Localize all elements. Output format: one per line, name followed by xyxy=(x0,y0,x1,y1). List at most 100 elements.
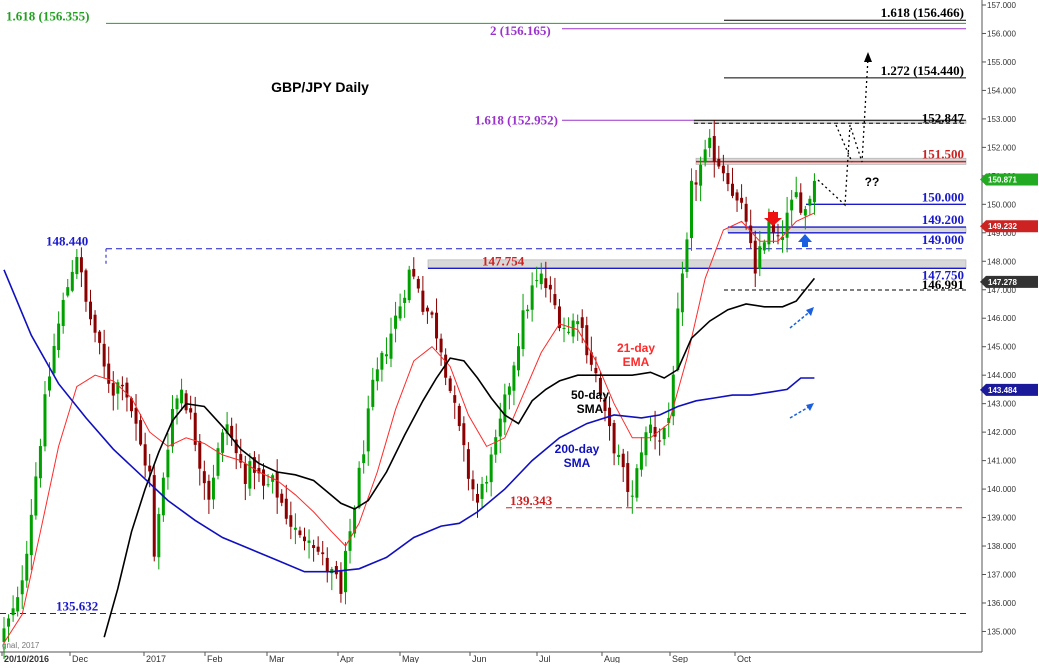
level-146991-label: 146.991 xyxy=(922,277,964,292)
candle-body xyxy=(794,192,798,198)
candle xyxy=(325,547,329,583)
candle xyxy=(184,390,188,414)
candle-body xyxy=(649,424,653,434)
candle-body xyxy=(221,432,225,453)
candle-body xyxy=(348,531,352,551)
candle-body xyxy=(312,545,316,549)
candle xyxy=(639,436,643,477)
candle xyxy=(480,476,484,508)
y-axis: 135.000 136.000 137.000 138.000 139.000 140.0… xyxy=(981,0,1016,652)
candle xyxy=(61,292,65,334)
candle xyxy=(412,257,416,280)
sma50-annotation-line1: 50-day xyxy=(571,388,609,402)
candle xyxy=(38,438,42,488)
candle xyxy=(225,411,229,446)
candle xyxy=(239,438,243,469)
projection-dotted-line xyxy=(817,57,869,207)
candle-body xyxy=(389,333,393,359)
candle xyxy=(389,317,393,368)
candle-body xyxy=(129,398,133,412)
fib-1618-upper-label: 1.618 (156.466) xyxy=(881,5,964,20)
x-tick-label: 20/10/2016 xyxy=(4,654,49,663)
candle xyxy=(293,513,297,545)
candle-body xyxy=(125,382,129,398)
candle-body xyxy=(84,270,88,302)
candlesticks xyxy=(2,120,816,659)
candle xyxy=(457,403,461,432)
candle-body xyxy=(262,469,266,486)
candle xyxy=(252,451,256,490)
y-tick-label: 157.000 xyxy=(987,1,1016,10)
candle xyxy=(34,462,38,520)
y-tick-label: 156.000 xyxy=(987,29,1016,38)
candle xyxy=(726,164,730,192)
candle-body xyxy=(216,448,220,476)
candle-body xyxy=(526,309,530,311)
candle-body xyxy=(489,454,493,483)
candle-body xyxy=(539,273,543,285)
price-tags: 150.871 149.232 147.278 143.484 xyxy=(980,173,1038,396)
candle xyxy=(202,460,206,500)
candle xyxy=(307,529,311,559)
y-tick-label: 144.000 xyxy=(987,371,1016,380)
candle xyxy=(721,154,725,182)
candle xyxy=(512,361,516,406)
candle-body xyxy=(375,369,379,382)
candle-body xyxy=(266,484,270,486)
candle xyxy=(93,310,97,343)
candle-body xyxy=(380,352,384,370)
candle-body xyxy=(234,439,238,454)
candle-body xyxy=(384,354,388,357)
candle-body xyxy=(694,182,698,185)
candle-body xyxy=(603,398,607,411)
candle xyxy=(353,505,357,538)
down-arrow-red xyxy=(764,212,782,226)
level-148440-label: 148.440 xyxy=(46,234,88,249)
candle-body xyxy=(699,164,703,186)
candle-body xyxy=(134,407,138,424)
candle-body xyxy=(521,310,525,350)
candle xyxy=(7,614,11,642)
level-labels: 1.618 (156.466) 1.618 (156.355) 2 (156.1… xyxy=(6,5,965,613)
candle-body xyxy=(111,383,115,396)
price-tag: 149.232 xyxy=(980,220,1038,233)
candle-body xyxy=(75,256,79,275)
candle-body xyxy=(712,136,716,162)
candle xyxy=(730,167,734,199)
up-arrow-blue xyxy=(798,234,812,247)
x-tick-label: Mar xyxy=(269,654,285,663)
candle xyxy=(384,337,388,365)
candle-body xyxy=(66,287,70,296)
candle-body xyxy=(353,507,357,534)
candle-body xyxy=(198,441,202,469)
candle-body xyxy=(70,271,74,291)
price-tag-bg xyxy=(980,383,1038,396)
candle-body xyxy=(644,432,648,456)
candle xyxy=(148,453,152,488)
candle-body xyxy=(498,418,502,437)
level-149200-label: 149.200 xyxy=(922,212,964,227)
candle xyxy=(749,209,753,249)
ema21-line xyxy=(3,212,815,644)
candle xyxy=(416,276,420,293)
candle-body xyxy=(89,301,93,320)
fib-1618-purple-label: 1.618 (152.952) xyxy=(475,112,558,127)
candle-body xyxy=(621,453,625,468)
candle xyxy=(526,304,530,319)
candle-body xyxy=(107,363,111,384)
candle-body xyxy=(52,345,56,374)
candle xyxy=(799,183,803,215)
y-tick-label: 149.000 xyxy=(987,229,1016,238)
candle-body xyxy=(781,236,785,241)
candle-body xyxy=(20,580,24,595)
candle-body xyxy=(207,480,211,500)
price-tag: 147.278 xyxy=(980,275,1038,288)
candle-body xyxy=(293,527,297,530)
candle xyxy=(66,278,70,298)
y-tick-label: 143.000 xyxy=(987,400,1016,409)
candle-body xyxy=(567,331,571,333)
candle xyxy=(489,446,493,497)
price-tag-label: 149.232 xyxy=(988,222,1017,231)
candle-body xyxy=(243,463,247,484)
candle xyxy=(79,247,83,288)
